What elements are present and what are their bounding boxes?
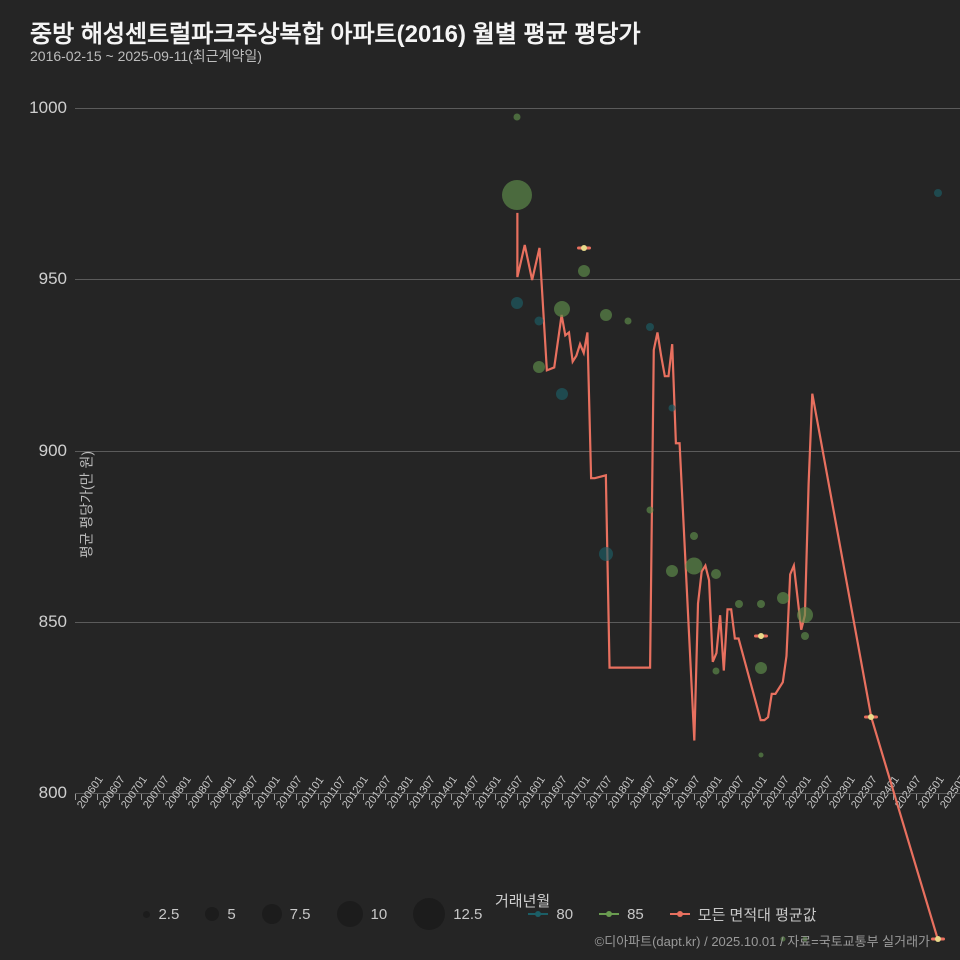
data-point-c85-9[interactable] [690,532,698,540]
ytick-950: 950 [12,269,67,289]
xtick-mark-201507 [495,794,496,800]
chart-window: 중방 해성센트럴파크주상복합 아파트(2016) 월별 평균 평당가 2016-… [0,0,960,960]
avg-marker-dot-3 [935,936,941,942]
data-point-c80-6[interactable] [934,189,942,197]
xtick-mark-202201 [783,794,784,800]
xtick-mark-202401 [871,794,872,800]
xtick-mark-200801 [163,794,164,800]
data-point-c85-0[interactable] [502,180,532,210]
xtick-mark-202101 [739,794,740,800]
data-point-c85-1[interactable] [514,113,521,120]
ytick-900: 900 [12,441,67,461]
data-point-c85-5[interactable] [600,309,612,321]
data-point-c85-7[interactable] [647,507,654,514]
xtick-mark-201907 [672,794,673,800]
xtick-mark-200901 [208,794,209,800]
xtick-mark-201701 [562,794,563,800]
data-point-c85-14[interactable] [757,600,765,608]
xtick-mark-201901 [650,794,651,800]
xtick-mark-201501 [473,794,474,800]
xtick-mark-201601 [517,794,518,800]
data-point-c85-8[interactable] [666,565,678,577]
xtick-mark-200601 [75,794,76,800]
xtick-mark-200707 [141,794,142,800]
footer-text: ©디아파트(dapt.kr) / 2025.10.01 / 자료=국토교통부 실… [595,931,930,950]
data-point-c80-0[interactable] [511,297,523,309]
xtick-mark-202501 [916,794,917,800]
avg-marker-dot-0 [581,245,587,251]
xtick-mark-202107 [761,794,762,800]
xtick-mark-202001 [694,794,695,800]
data-point-c80-3[interactable] [599,547,613,561]
avg-line-svg [75,108,945,793]
xtick-mark-201007 [274,794,275,800]
xtick-mark-202207 [805,794,806,800]
data-point-c85-18[interactable] [801,632,809,640]
legend-series-85[interactable]: 85 [599,906,644,923]
xtick-mark-202507 [938,794,939,800]
data-point-c80-5[interactable] [669,405,676,412]
xtick-mark-201107 [318,794,319,800]
xtick-mark-201207 [363,794,364,800]
xtick-mark-201401 [429,794,430,800]
xtick-mark-201201 [340,794,341,800]
xtick-mark-201407 [451,794,452,800]
xtick-mark-201807 [628,794,629,800]
xtick-mark-202301 [827,794,828,800]
legend-size-group: 2.5 5 7.5 10 12.5 [143,898,482,930]
data-point-c85-4[interactable] [578,265,590,277]
data-point-c85-3[interactable] [554,301,570,317]
legend-size-12_5[interactable]: 12.5 [413,898,482,930]
xtick-mark-202007 [716,794,717,800]
ytick-850: 850 [12,612,67,632]
xtick-mark-202307 [849,794,850,800]
legend-series-group: 80 85 모든 면적대 평균값 [528,904,816,925]
xtick-mark-200701 [119,794,120,800]
data-point-c85-2[interactable] [533,361,545,373]
xtick-mark-200807 [186,794,187,800]
data-point-c85-13[interactable] [735,600,743,608]
xtick-mark-200907 [230,794,231,800]
data-point-c85-6[interactable] [624,317,631,324]
data-point-c80-4[interactable] [646,323,654,331]
avg-marker-dot-2 [868,714,874,720]
ytick-1000: 1000 [12,98,67,118]
data-point-c85-19[interactable] [758,753,763,758]
legend-size-7_5[interactable]: 7.5 [262,904,311,924]
plot-area: 1000 950 900 850 800 평균 평당가(만 원) 200601 2… [75,108,945,793]
ytick-800: 800 [12,783,67,803]
data-point-c85-10[interactable] [686,557,703,574]
avg-value-line[interactable] [517,213,937,939]
data-point-c80-1[interactable] [535,316,544,325]
legend-size-2_5[interactable]: 2.5 [143,906,179,923]
legend-series-80[interactable]: 80 [528,906,573,923]
xtick-mark-201301 [385,794,386,800]
data-point-c80-2[interactable] [556,388,568,400]
data-point-c85-16[interactable] [777,592,789,604]
xtick-mark-201607 [539,794,540,800]
xtick-mark-201001 [252,794,253,800]
chart-subtitle: 2016-02-15 ~ 2025-09-11(최근계약일) [30,46,262,66]
data-point-c85-12[interactable] [713,667,720,674]
xtick-mark-200607 [97,794,98,800]
xtick-mark-201801 [606,794,607,800]
chart-title: 중방 해성센트럴파크주상복합 아파트(2016) 월별 평균 평당가 [30,14,641,49]
data-point-c85-17[interactable] [797,607,813,623]
avg-marker-dot-1 [758,633,764,639]
data-point-c85-11[interactable] [711,569,721,579]
xtick-mark-201707 [584,794,585,800]
legend-series-avg[interactable]: 모든 면적대 평균값 [670,904,817,925]
legend-size-5_0[interactable]: 5 [205,906,235,923]
xtick-mark-201307 [407,794,408,800]
data-point-c85-15[interactable] [755,662,767,674]
chart-legend: 2.5 5 7.5 10 12.5 80 [0,898,960,930]
xtick-mark-201101 [296,794,297,800]
legend-size-10_0[interactable]: 10 [337,901,388,927]
